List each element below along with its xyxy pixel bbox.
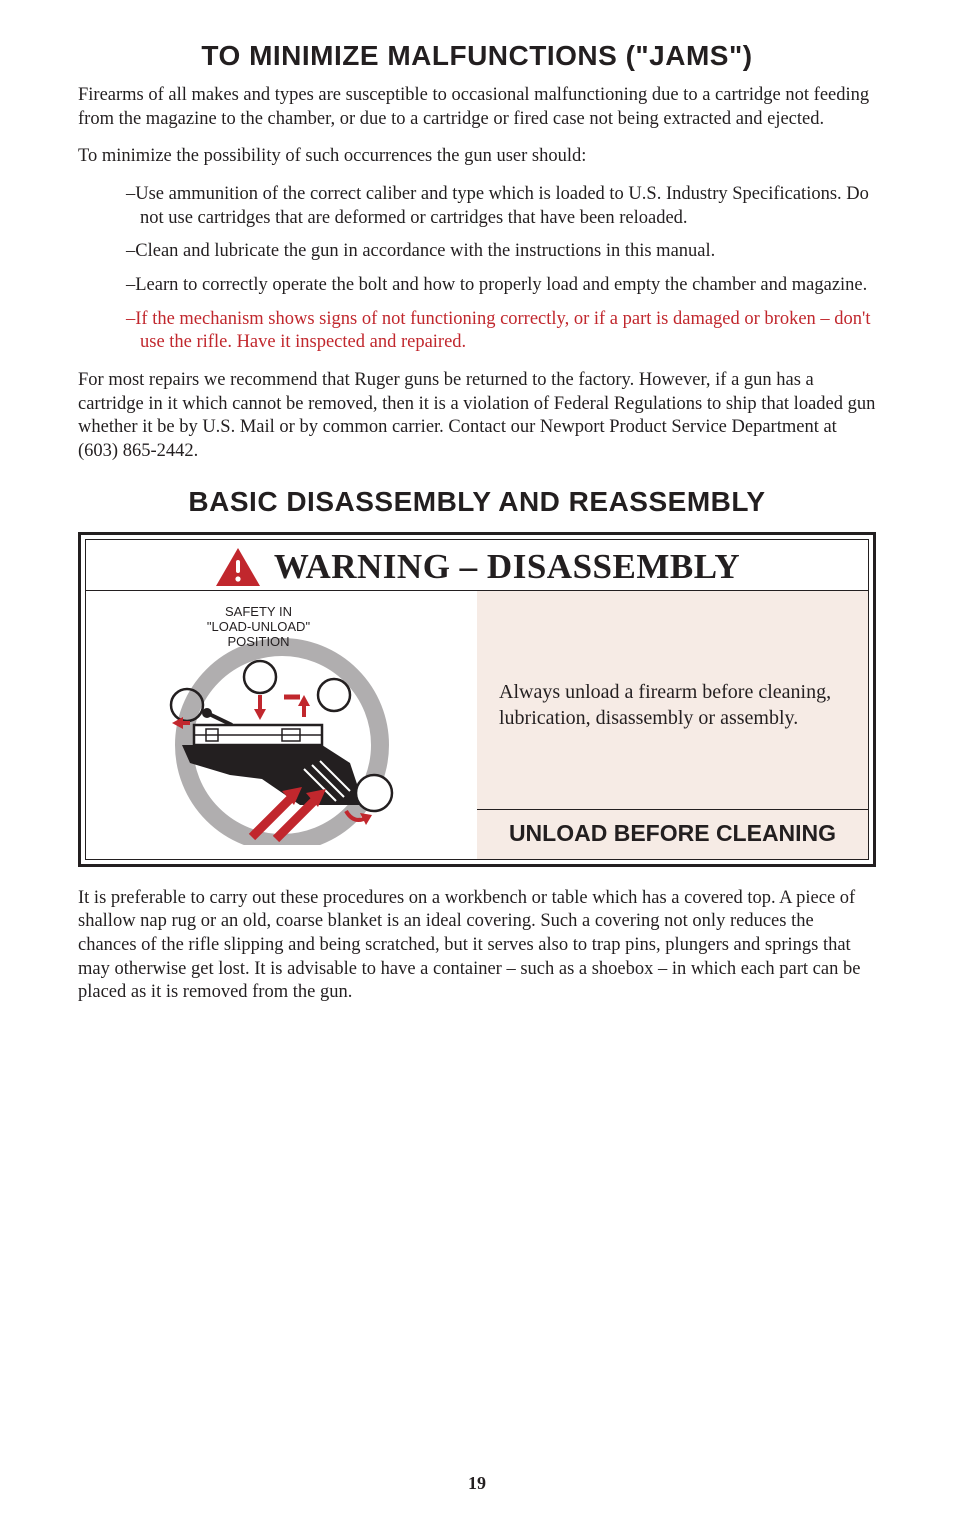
diagram-label-line3: POSITION <box>227 634 289 649</box>
section1-para2: To minimize the possibility of such occu… <box>78 145 876 169</box>
warning-title: WARNING – DISASSEMBLY <box>274 549 740 584</box>
warning-triangle-icon <box>214 546 262 588</box>
list-item: Clean and lubricate the gun in accordanc… <box>126 240 876 264</box>
warning-header: WARNING – DISASSEMBLY <box>86 540 868 590</box>
section2-title: BASIC DISASSEMBLY AND REASSEMBLY <box>78 486 876 518</box>
section1-bullet-list: Use ammunition of the correct caliber an… <box>78 183 876 355</box>
warning-text-panel: Always unload a firearm before cleaning,… <box>477 591 868 859</box>
warning-diagram-panel: SAFETY IN "LOAD-UNLOAD" POSITION <box>86 591 477 859</box>
closing-para: It is preferable to carry out these proc… <box>78 887 876 1005</box>
warning-box: WARNING – DISASSEMBLY SAFETY IN "LOAD-UN… <box>78 532 876 867</box>
warning-footer-text: UNLOAD BEFORE CLEANING <box>477 809 868 858</box>
warning-instruction-text: Always unload a firearm before cleaning,… <box>477 591 868 810</box>
safety-diagram: SAFETY IN "LOAD-UNLOAD" POSITION <box>112 605 452 845</box>
warning-body: SAFETY IN "LOAD-UNLOAD" POSITION <box>86 590 868 859</box>
page-number: 19 <box>0 1473 954 1494</box>
page-container: TO MINIMIZE MALFUNCTIONS ("JAMS") Firear… <box>0 0 954 1522</box>
diagram-label: SAFETY IN "LOAD-UNLOAD" POSITION <box>194 605 324 650</box>
list-item: Learn to correctly operate the bolt and … <box>126 274 876 298</box>
warning-instruction-span: Always unload a firearm before cleaning,… <box>499 679 846 731</box>
section1-para3: For most repairs we recommend that Ruger… <box>78 369 876 464</box>
list-item: Use ammunition of the correct caliber an… <box>126 183 876 230</box>
list-item-warning: If the mechanism shows signs of not func… <box>126 308 876 355</box>
section1-para1: Firearms of all makes and types are susc… <box>78 84 876 131</box>
diagram-label-line2: "LOAD-UNLOAD" <box>207 619 310 634</box>
warning-inner: WARNING – DISASSEMBLY SAFETY IN "LOAD-UN… <box>85 539 869 860</box>
section1-title: TO MINIMIZE MALFUNCTIONS ("JAMS") <box>78 40 876 72</box>
diagram-label-line1: SAFETY IN <box>225 604 292 619</box>
